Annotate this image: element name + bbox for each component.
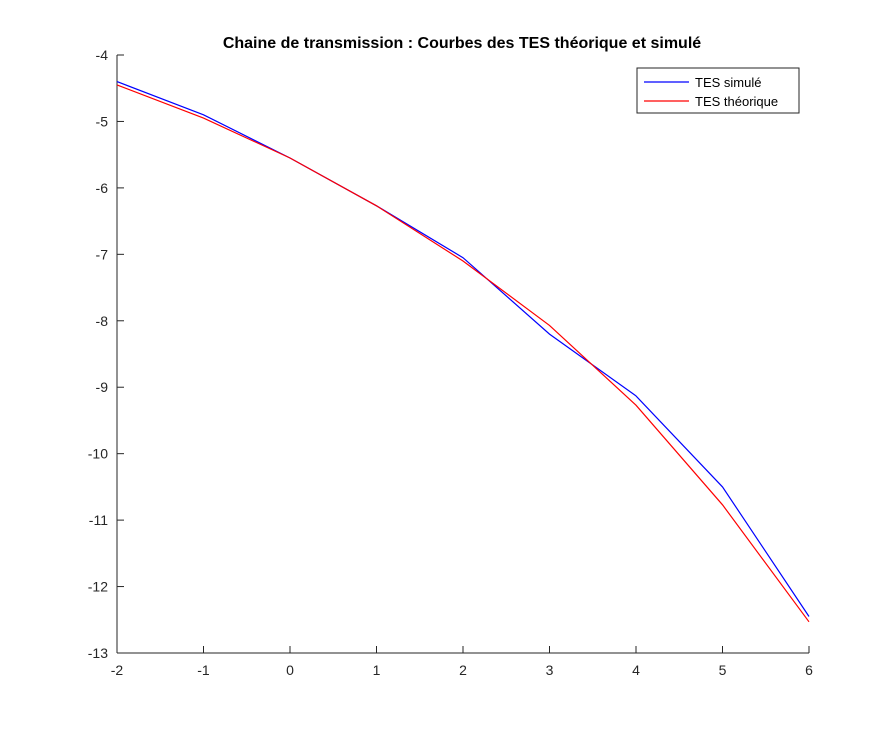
x-tick-label: 2 — [459, 662, 467, 678]
legend: TES simulé TES théorique — [636, 67, 800, 114]
x-tick-label: 5 — [719, 662, 727, 678]
x-tick-label: 3 — [546, 662, 554, 678]
chart-title: Chaine de transmission : Courbes des TES… — [223, 35, 701, 52]
legend-label-1: TES théorique — [695, 94, 778, 109]
y-tick-label: -4 — [96, 47, 109, 63]
x-tick-label: -1 — [197, 662, 210, 678]
axes: -2 -1 0 1 2 3 4 5 6-4-5-6-7-8-9-10-11-12-13 — [88, 47, 813, 678]
y-tick-label: -7 — [96, 246, 109, 262]
y-tick-label: -10 — [88, 446, 108, 462]
x-tick-label: 4 — [632, 662, 640, 678]
series-layer — [116, 81, 810, 623]
x-tick-label: 0 — [286, 662, 294, 678]
x-tick-label: 6 — [805, 662, 813, 678]
x-tick-label: -2 — [111, 662, 124, 678]
legend-label-0: TES simulé — [695, 75, 761, 90]
series-line-0 — [116, 81, 810, 617]
y-tick-label: -13 — [88, 645, 108, 661]
y-tick-label: -8 — [96, 313, 109, 329]
y-tick-label: -9 — [96, 379, 109, 395]
series-line-1 — [116, 84, 810, 623]
y-tick-label: -11 — [89, 512, 108, 528]
y-tick-label: -12 — [88, 579, 108, 595]
x-tick-label: 1 — [373, 662, 381, 678]
y-tick-label: -5 — [96, 113, 109, 129]
y-tick-label: -6 — [96, 180, 109, 196]
legend-box — [636, 67, 800, 114]
